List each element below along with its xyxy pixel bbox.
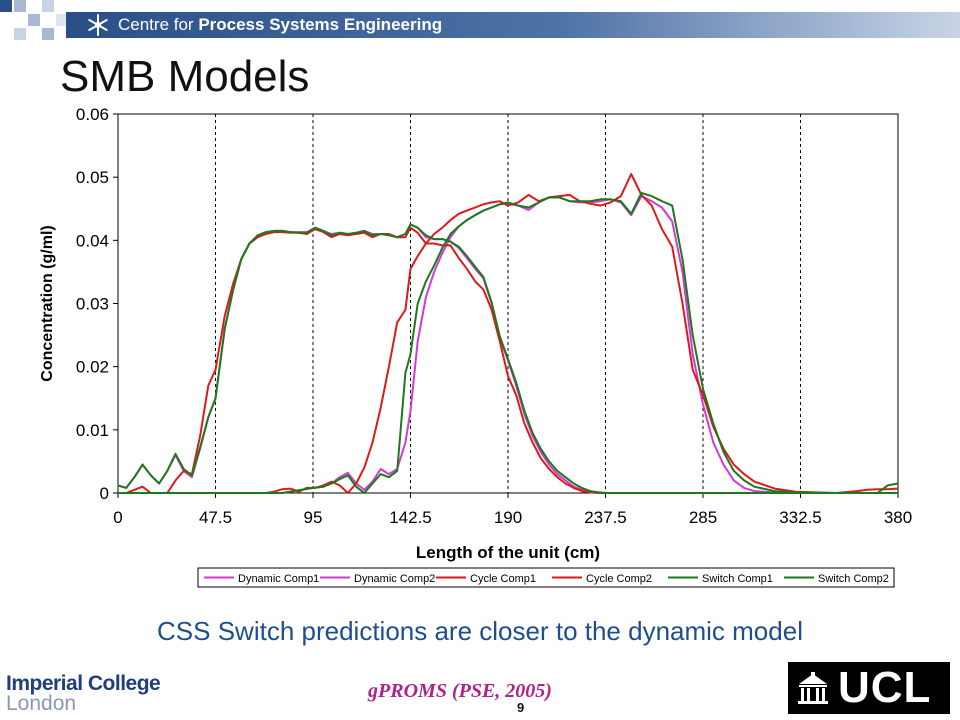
ucl-logo: UCL [788, 662, 950, 714]
header-org-bold: Process Systems Engineering [198, 15, 443, 34]
legend-label: Switch Comp2 [818, 573, 889, 585]
x-tick-label: 237.5 [584, 508, 627, 527]
citation: gPROMS (PSE, 2005) [368, 680, 552, 702]
line-chart: 0 0.01 0.02 0.03 0.04 0.05 0.06 0 47.5 95 142.5 190… [39, 105, 912, 588]
y-tick-label: 0.06 [76, 105, 109, 124]
header-org-name: Centre for Process Systems Engineering [118, 14, 442, 36]
x-tick-label: 332.5 [779, 508, 822, 527]
y-tick-label: 0.05 [76, 168, 109, 187]
legend-label: Switch Comp1 [702, 573, 773, 585]
portico-icon [798, 672, 828, 704]
y-axis-label: Concentration (g/ml) [39, 225, 56, 381]
imperial-line1: Imperial College [6, 672, 161, 695]
snowflake-logo-icon [88, 14, 108, 36]
series-line-switch-comp1 [117, 223, 898, 494]
y-tick-label: 0.03 [76, 295, 109, 314]
series-line-dynamic-comp2 [118, 195, 898, 494]
ucl-text: UCL [838, 663, 932, 712]
x-tick-label: 190 [494, 508, 522, 527]
x-tick-label: 380 [884, 508, 912, 527]
x-axis-label: Length of the unit (cm) [416, 543, 600, 562]
legend-label: Dynamic Comp2 [354, 573, 435, 585]
legend-label: Cycle Comp2 [586, 573, 652, 585]
y-tick-label: 0.02 [76, 358, 109, 377]
x-tick-label: 95 [304, 508, 323, 527]
header-bar [66, 12, 960, 38]
corner-squares-decoration [0, 0, 68, 40]
imperial-line2: London [6, 692, 77, 715]
header-org-prefix: Centre for [118, 15, 199, 34]
legend-label: Dynamic Comp1 [238, 573, 319, 585]
y-tick-label: 0.01 [76, 421, 109, 440]
y-tick-label: 0.04 [76, 231, 109, 250]
y-tick-label: 0 [100, 484, 109, 503]
legend-box [197, 567, 895, 588]
page-number: 9 [517, 700, 525, 715]
slide-title: SMB Models [60, 52, 310, 101]
legend-label: Cycle Comp1 [470, 573, 536, 585]
x-tick-label: 47.5 [199, 508, 232, 527]
imperial-college-logo: Imperial College London [6, 672, 161, 715]
x-tick-label: 285 [689, 508, 717, 527]
x-tick-label: 0 [113, 508, 122, 527]
slide-caption: CSS Switch predictions are closer to the… [157, 616, 803, 646]
series-line-switch-comp2 [118, 192, 899, 494]
x-tick-label: 142.5 [389, 508, 432, 527]
